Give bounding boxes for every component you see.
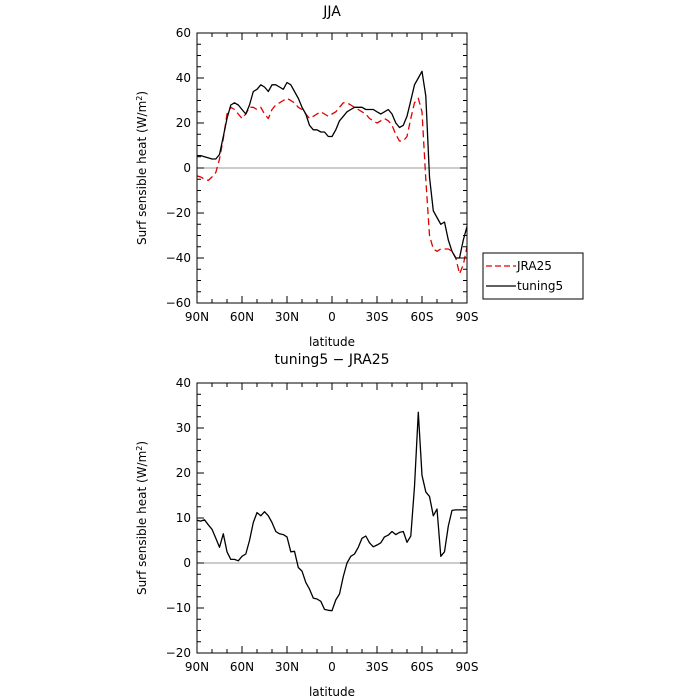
y-tick-label: 30 bbox=[176, 421, 191, 435]
x-tick-label: 0 bbox=[328, 660, 336, 674]
y-tick-label: 40 bbox=[176, 376, 191, 390]
x-tick-label: 90S bbox=[456, 310, 479, 324]
y-tick-label: 0 bbox=[183, 556, 191, 570]
y-axis-label: Surf sensible heat (W/m2) bbox=[135, 91, 150, 245]
x-tick-label: 60S bbox=[411, 660, 434, 674]
x-tick-label: 90N bbox=[185, 310, 209, 324]
x-tick-label: 0 bbox=[328, 310, 336, 324]
plot-area: 90N 60N 30N 0 30S 60S 90S −20 −10 0 10 20 30 40 bbox=[166, 376, 479, 674]
y-tick-label: −10 bbox=[166, 601, 191, 615]
x-tick-label: 60N bbox=[230, 660, 254, 674]
x-tick-label: 60N bbox=[230, 310, 254, 324]
panel-bottom: tuning5 − JRA25 90N 60N 30N 0 30S 60S 90S −20 −1… bbox=[135, 352, 479, 699]
x-tick-label: 30S bbox=[366, 660, 389, 674]
y-axis-label: Surf sensible heat (W/m2) bbox=[135, 441, 150, 595]
legend-label-jra25: JRA25 bbox=[516, 259, 552, 273]
plot-area: 90N 60N 30N 0 30S 60S 90S −60 −40 −20 0 20 40 60 bbox=[166, 26, 479, 324]
x-tick-label: 30S bbox=[366, 310, 389, 324]
chart-title: JJA bbox=[322, 4, 341, 20]
y-tick-label: 60 bbox=[176, 26, 191, 40]
y-tick-label: 10 bbox=[176, 511, 191, 525]
plot-frame bbox=[196, 382, 468, 654]
y-tick-label: 20 bbox=[176, 466, 191, 480]
x-tick-label: 90S bbox=[456, 660, 479, 674]
y-tick-label: −20 bbox=[166, 206, 191, 220]
panel-top: JJA 90N 60N 30N 0 30S 60S 90S−60−40−200204060 … bbox=[135, 4, 584, 349]
x-axis-label: latitude bbox=[309, 335, 355, 349]
y-tick-label: −20 bbox=[166, 646, 191, 660]
y-tick-label: 0 bbox=[183, 161, 191, 175]
legend: JRA25 tuning5 bbox=[482, 252, 584, 300]
y-tick-label: −60 bbox=[166, 296, 191, 310]
chart-title: tuning5 − JRA25 bbox=[274, 352, 389, 368]
legend-label-tuning5: tuning5 bbox=[517, 279, 563, 293]
y-tick-label: −40 bbox=[166, 251, 191, 265]
x-tick-label: 60S bbox=[411, 310, 434, 324]
x-tick-label: 30N bbox=[275, 310, 299, 324]
x-tick-label: 90N bbox=[185, 660, 209, 674]
legend-box bbox=[482, 252, 584, 300]
series-line-difference bbox=[197, 411, 467, 612]
series-line-jra25 bbox=[197, 97, 467, 275]
x-tick-label: 30N bbox=[275, 660, 299, 674]
x-axis-label: latitude bbox=[309, 685, 355, 699]
series-line-tuning5 bbox=[197, 70, 467, 259]
y-tick-label: 40 bbox=[176, 71, 191, 85]
y-tick-label: 20 bbox=[176, 116, 191, 130]
